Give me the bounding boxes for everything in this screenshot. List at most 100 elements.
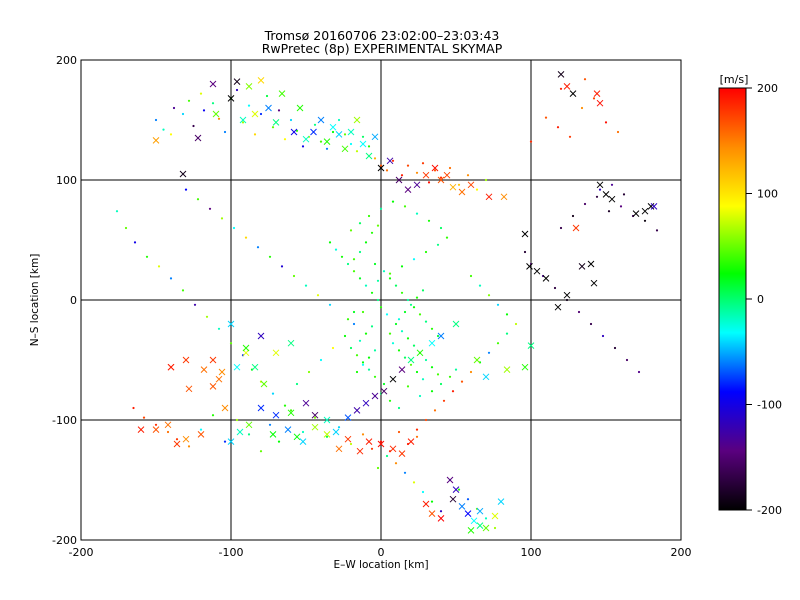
velocity-dot bbox=[184, 188, 188, 191]
velocity-cross bbox=[485, 193, 493, 201]
velocity-dot bbox=[619, 205, 623, 208]
velocity-dot bbox=[154, 423, 158, 426]
velocity-dot bbox=[364, 241, 368, 244]
colorbar-unit-label: [m/s] bbox=[720, 73, 749, 86]
velocity-cross bbox=[209, 383, 217, 390]
velocity-dot bbox=[409, 363, 413, 366]
velocity-cross bbox=[212, 110, 220, 118]
velocity-dot bbox=[433, 169, 437, 172]
velocity-dot bbox=[364, 332, 368, 335]
velocity-dot bbox=[331, 346, 335, 350]
velocity-dot bbox=[553, 286, 557, 290]
y-tick-label: 200 bbox=[56, 54, 77, 67]
velocity-cross bbox=[356, 447, 364, 455]
velocity-cross bbox=[407, 356, 415, 364]
x-axis-label: E–W location [km] bbox=[333, 559, 428, 571]
velocity-dot bbox=[211, 414, 215, 417]
velocity-cross bbox=[209, 356, 217, 364]
velocity-dot bbox=[259, 450, 263, 453]
velocity-dot bbox=[445, 236, 449, 239]
velocity-cross bbox=[428, 339, 436, 347]
velocity-dot bbox=[265, 94, 269, 98]
velocity-cross bbox=[521, 230, 529, 238]
velocity-cross bbox=[182, 435, 190, 443]
velocity-dot bbox=[559, 226, 563, 230]
velocity-dot bbox=[430, 366, 434, 369]
velocity-dot bbox=[415, 212, 419, 215]
velocity-dot bbox=[373, 375, 377, 378]
velocity-cross bbox=[323, 431, 331, 438]
velocity-cross bbox=[265, 104, 272, 112]
velocity-dot bbox=[301, 430, 305, 434]
velocity-dot bbox=[484, 517, 488, 520]
velocity-dot bbox=[142, 416, 146, 419]
velocity-dot bbox=[349, 346, 353, 350]
velocity-dot bbox=[376, 466, 380, 470]
velocity-dot bbox=[466, 498, 470, 501]
velocity-dot bbox=[379, 207, 383, 210]
velocity-dot bbox=[421, 162, 425, 165]
velocity-dot bbox=[352, 258, 356, 261]
velocity-dot bbox=[307, 370, 311, 374]
velocity-dot bbox=[622, 193, 626, 196]
velocity-dot bbox=[196, 198, 200, 201]
velocity-dot bbox=[187, 445, 191, 448]
velocity-dot bbox=[379, 306, 383, 309]
velocity-cross bbox=[371, 392, 379, 400]
velocity-cross bbox=[152, 137, 160, 144]
velocity-dot bbox=[361, 361, 365, 364]
velocity-dot bbox=[373, 157, 377, 160]
velocity-cross bbox=[218, 368, 226, 376]
velocity-dot bbox=[289, 118, 293, 122]
y-tick-label: 100 bbox=[56, 174, 77, 187]
velocity-dot bbox=[487, 351, 491, 354]
velocity-dot bbox=[211, 102, 215, 105]
velocity-dot bbox=[313, 416, 317, 419]
velocity-dot bbox=[241, 121, 245, 124]
velocity-cross bbox=[377, 164, 385, 172]
velocity-dot bbox=[394, 322, 398, 326]
velocity-dot bbox=[388, 277, 392, 280]
velocity-cross bbox=[632, 210, 640, 217]
velocity-cross bbox=[533, 267, 541, 275]
velocity-dot bbox=[577, 310, 581, 314]
velocity-cross bbox=[398, 450, 406, 457]
velocity-dot bbox=[415, 435, 419, 438]
velocity-dot bbox=[454, 368, 458, 371]
velocity-cross bbox=[641, 207, 649, 215]
velocity-crosses bbox=[137, 71, 658, 534]
velocity-dot bbox=[223, 440, 227, 443]
velocity-dot bbox=[595, 195, 599, 198]
velocity-dot bbox=[370, 291, 374, 294]
velocity-dot bbox=[409, 303, 413, 306]
velocity-dot bbox=[370, 447, 374, 450]
velocity-cross bbox=[452, 320, 460, 328]
velocity-dot bbox=[328, 303, 332, 306]
velocity-dot bbox=[385, 313, 389, 316]
velocity-cross bbox=[386, 157, 394, 165]
velocity-cross bbox=[284, 426, 292, 433]
chart-title: Tromsø 20160706 23:02:00–23:03:43 bbox=[264, 28, 500, 43]
velocity-dot bbox=[388, 272, 392, 275]
velocity-dot bbox=[379, 164, 383, 167]
velocity-dot bbox=[448, 375, 452, 378]
velocity-cross bbox=[608, 195, 616, 203]
velocity-cross bbox=[245, 83, 253, 90]
velocity-dot bbox=[406, 164, 410, 167]
velocity-dot bbox=[436, 243, 440, 246]
velocity-cross bbox=[179, 170, 187, 178]
velocity-cross bbox=[302, 135, 310, 143]
velocity-dot bbox=[457, 183, 461, 186]
velocity-cross bbox=[647, 203, 655, 210]
velocity-cross bbox=[359, 140, 367, 148]
velocity-dots bbox=[115, 78, 659, 530]
velocity-cross bbox=[452, 486, 460, 493]
velocity-dot bbox=[469, 274, 473, 278]
velocity-dot bbox=[559, 87, 563, 90]
velocity-dot bbox=[358, 250, 362, 254]
velocity-dot bbox=[361, 363, 365, 366]
velocity-dot bbox=[529, 140, 533, 143]
velocity-cross bbox=[293, 433, 301, 441]
velocity-cross bbox=[164, 421, 172, 429]
